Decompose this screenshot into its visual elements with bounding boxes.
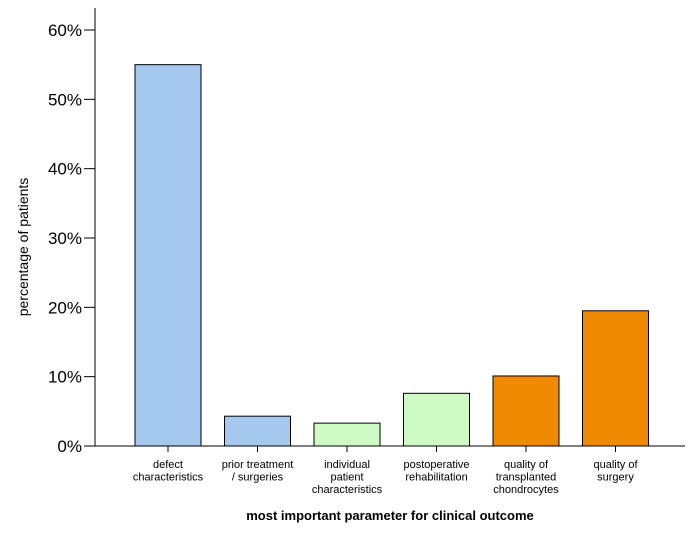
x-tick-label-line: rehabilitation: [405, 472, 467, 484]
y-tick-label: 60%: [48, 21, 82, 40]
y-tick-label: 30%: [48, 229, 82, 248]
bar: [582, 310, 649, 447]
x-ticks: [167, 446, 616, 452]
x-axis-title: most important parameter for clinical ou…: [246, 508, 534, 523]
x-tick-label-line: characteristics: [312, 484, 383, 496]
bar: [492, 375, 560, 447]
x-tick-label: quality of surgery: [593, 459, 638, 484]
bars: [134, 64, 649, 447]
x-tick-label-line: prior treatment: [222, 459, 294, 471]
bar: [134, 64, 202, 447]
x-tick-label: defect characteristics: [133, 459, 204, 484]
x-tick-label-line: defect: [153, 459, 183, 471]
y-tick-label: 40%: [48, 160, 82, 179]
x-tick-label: individual patient characteristics: [312, 459, 383, 496]
x-tick-label-line: quality of: [504, 459, 549, 471]
x-tick-label: prior treatment / surgeries: [222, 459, 294, 484]
y-tick-label: 20%: [48, 298, 82, 317]
y-tick-label: 50%: [48, 90, 82, 109]
x-tick-label-line: characteristics: [133, 472, 204, 484]
y-tick-label: 0%: [57, 437, 82, 456]
x-tick-label-line: patient: [330, 472, 363, 484]
x-tick-label-line: individual: [324, 459, 370, 471]
bar: [313, 422, 381, 447]
x-tick-label: quality of transplanted chondrocytes: [493, 459, 559, 496]
x-tick-label-line: quality of: [593, 459, 638, 471]
x-tick-label: postoperative rehabilitation: [403, 459, 469, 484]
y-axis-title: percentage of patients: [15, 178, 31, 317]
x-tick-label-line: chondrocytes: [493, 484, 559, 496]
y-ticks: 0% 10% 20% 30% 40% 50% 60%: [48, 21, 95, 456]
x-tick-label-line: postoperative: [403, 459, 469, 471]
x-tick-label-line: surgery: [597, 472, 634, 484]
x-tick-label-line: transplanted: [496, 472, 557, 484]
bar: [224, 415, 291, 447]
x-tick-label-line: / surgeries: [232, 472, 284, 484]
y-tick-label: 10%: [48, 368, 82, 387]
bar: [403, 392, 470, 447]
